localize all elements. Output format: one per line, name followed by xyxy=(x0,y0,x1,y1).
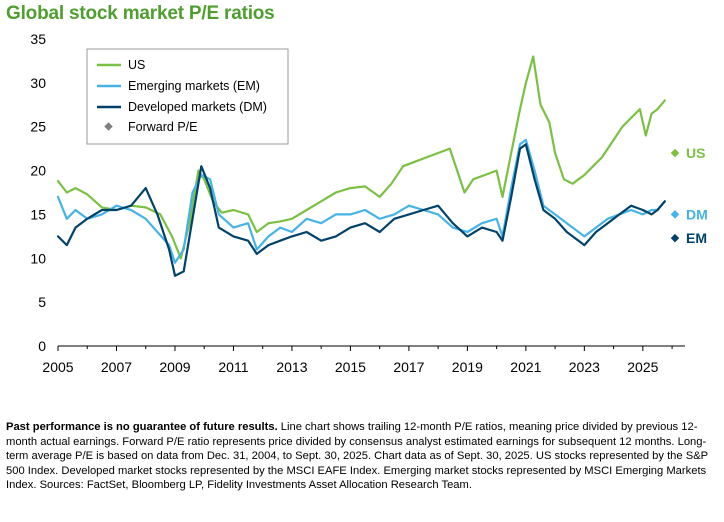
y-tick-label: 5 xyxy=(38,294,46,310)
y-tick-label: 25 xyxy=(30,119,46,135)
y-tick-label: 10 xyxy=(30,250,46,266)
series-layer xyxy=(56,55,666,277)
legend-label-us: US xyxy=(128,58,145,72)
y-tick-label: 0 xyxy=(38,338,46,354)
x-tick-label: 2019 xyxy=(452,359,483,375)
series-line-dm xyxy=(56,143,666,277)
y-tick-label: 20 xyxy=(30,163,46,179)
x-tick-label: 2013 xyxy=(276,359,307,375)
x-tick-label: 2015 xyxy=(335,359,366,375)
x-tick-label: 2007 xyxy=(101,359,132,375)
forward-pe-label-us: US xyxy=(686,145,705,161)
legend-label-forward: Forward P/E xyxy=(128,120,197,134)
forward-pe-marker-em xyxy=(670,233,680,243)
forward-pe-layer: US DM EM xyxy=(670,145,708,246)
forward-pe-label-em: EM xyxy=(686,230,707,246)
y-tick-label: 30 xyxy=(30,75,46,91)
y-tick-label: 35 xyxy=(30,31,46,47)
forward-pe-marker-dm xyxy=(670,210,680,219)
footnote-text: Line chart shows trailing 12-month P/E r… xyxy=(6,421,708,492)
legend-label-em: Emerging markets (EM) xyxy=(128,79,260,93)
footnote-disclaimer: Past performance is no guarantee of futu… xyxy=(6,421,278,433)
x-tick-label: 2005 xyxy=(42,359,73,375)
forward-pe-marker-us xyxy=(670,148,680,158)
x-tick-label: 2025 xyxy=(627,359,658,375)
footnote: Past performance is no guarantee of futu… xyxy=(6,420,724,493)
legend-forward-marker xyxy=(104,122,113,131)
legend-label-dm: Developed markets (DM) xyxy=(128,100,267,114)
chart-title: Global stock market P/E ratios xyxy=(6,3,275,24)
x-tick-label: 2023 xyxy=(569,359,600,375)
forward-pe-label-dm: DM xyxy=(686,206,708,222)
x-tick-label: 2011 xyxy=(218,359,248,375)
x-tick-label: 2021 xyxy=(510,359,541,375)
legend: US Emerging markets (EM) Developed marke… xyxy=(86,48,289,145)
y-tick-label: 15 xyxy=(30,206,46,222)
series-line-em xyxy=(56,138,666,264)
x-tick-label: 2017 xyxy=(393,359,424,375)
x-tick-label: 2009 xyxy=(159,359,190,375)
